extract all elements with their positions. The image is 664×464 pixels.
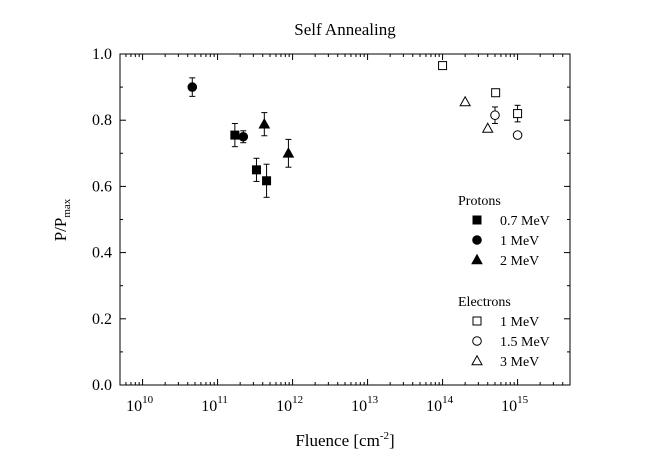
x-tick-label: 1010 [126,394,154,415]
y-tick-label: 0.0 [92,377,112,394]
data-point [238,131,249,142]
legend-marker [472,215,482,225]
data-points [187,61,523,186]
legend-label: 1 MeV [500,234,539,249]
legend-label: 2 MeV [500,254,539,269]
legend-marker [471,354,483,366]
legend-group-title: Electrons [458,295,511,310]
x-tick-label: 1013 [351,394,379,415]
legend-label: 1.5 MeV [500,335,550,350]
data-point [230,130,240,140]
data-point [438,61,448,71]
legend-label: 0.7 MeV [500,214,550,229]
legend-marker [471,253,483,265]
data-point [251,165,261,175]
data-point [490,110,500,121]
x-tick-label: 1012 [276,394,303,415]
y-tick-label: 0.8 [92,112,112,129]
y-tick-label: 1.0 [92,46,112,63]
y-tick-label: 0.4 [92,245,112,262]
axis-ticks: 0.0 0.2 0.4 0.6 0.8 1.0 1010 1011 1012 1013 1014 10… [92,46,571,415]
legend-group-title: Protons [458,194,501,209]
data-point [491,88,501,98]
y-tick-label: 0.6 [92,178,112,195]
data-point [258,117,271,129]
data-point [513,109,523,119]
chart-title: Self Annealing [294,20,396,39]
x-tick-label: 1011 [201,394,228,415]
x-tick-label: 1014 [426,394,454,415]
data-point [282,147,295,158]
data-point [187,82,198,92]
legend-marker [472,316,482,326]
legend-label: 3 MeV [500,355,539,370]
legend: Protons 0.7 MeV 1 MeV 2 MeV Electrons 1 MeV 1.… [458,194,550,370]
legend-label: 1 MeV [500,315,539,330]
data-point [481,122,494,133]
y-axis-title: P/Pmax [51,198,73,241]
data-point [262,176,272,186]
x-axis-title: Fluence [cm-2] [295,430,394,450]
legend-marker [472,235,482,245]
data-point [459,95,472,107]
y-tick-label: 0.2 [92,311,112,328]
data-point [512,130,523,140]
x-tick-label: 1015 [501,394,529,415]
legend-marker [472,336,482,346]
